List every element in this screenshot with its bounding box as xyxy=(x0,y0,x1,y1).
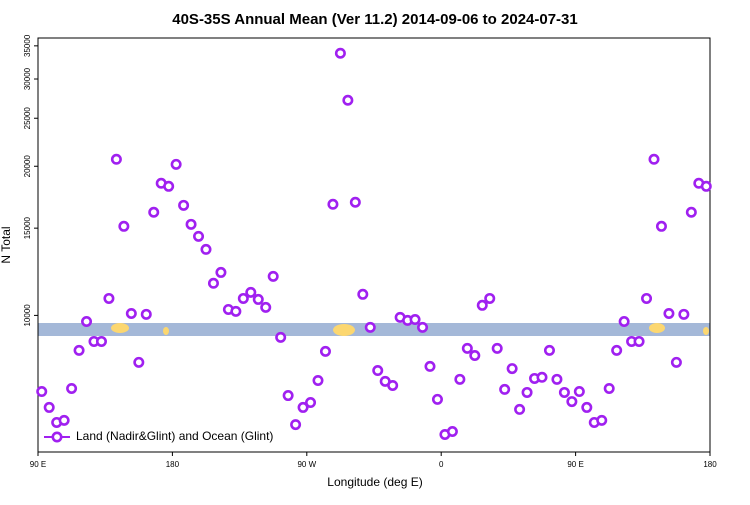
data-point xyxy=(319,345,331,357)
y-tick-label: 15000 xyxy=(23,216,32,239)
data-point xyxy=(207,277,219,289)
data-point xyxy=(66,382,78,394)
data-point xyxy=(170,158,182,170)
data-point xyxy=(43,401,55,413)
data-point xyxy=(670,356,682,368)
data-point xyxy=(357,288,369,300)
data-point xyxy=(312,374,324,386)
data-point xyxy=(327,198,339,210)
data-point xyxy=(282,390,294,402)
data-point xyxy=(372,365,384,377)
data-point xyxy=(499,383,511,395)
data-point xyxy=(663,307,675,319)
data-point xyxy=(431,393,443,405)
data-point xyxy=(581,401,593,413)
data-point xyxy=(133,356,145,368)
y-tick-label: 35000 xyxy=(23,34,32,57)
data-point xyxy=(603,382,615,394)
plot-frame xyxy=(37,37,711,453)
data-point xyxy=(364,321,376,333)
data-point xyxy=(536,371,548,383)
x-axis-label: Longitude (deg E) xyxy=(327,475,422,489)
data-point xyxy=(163,180,175,192)
data-point xyxy=(685,206,697,218)
data-point xyxy=(148,206,160,218)
y-tick-label: 30000 xyxy=(23,67,32,90)
data-point xyxy=(611,344,623,356)
y-tick-label: 10000 xyxy=(23,304,32,327)
data-point xyxy=(506,363,518,375)
data-point xyxy=(349,196,361,208)
x-tick-label: 90 W xyxy=(297,460,316,469)
data-point xyxy=(409,314,421,326)
data-point xyxy=(491,342,503,354)
data-point xyxy=(297,401,309,413)
data-point xyxy=(125,307,137,319)
data-point xyxy=(618,316,630,328)
data-point xyxy=(469,349,481,361)
data-point xyxy=(514,403,526,415)
data-point xyxy=(267,270,279,282)
data-point xyxy=(476,299,488,311)
data-point xyxy=(342,94,354,106)
data-point xyxy=(185,218,197,230)
data-point xyxy=(446,425,458,437)
legend-label: Land (Nadir&Glint) and Ocean (Glint) xyxy=(76,429,273,443)
data-point xyxy=(678,308,690,320)
y-tick-label: 20000 xyxy=(23,155,32,178)
data-point xyxy=(551,373,563,385)
data-point xyxy=(633,335,645,347)
x-tick-label: 90 E xyxy=(30,460,46,469)
data-point xyxy=(140,308,152,320)
data-point xyxy=(200,243,212,255)
data-point xyxy=(521,386,533,398)
data-point xyxy=(543,344,555,356)
data-point xyxy=(305,397,317,409)
data-point xyxy=(245,286,257,298)
legend-marker xyxy=(51,431,63,443)
data-point xyxy=(95,335,107,347)
data-point xyxy=(215,266,227,278)
data-point xyxy=(558,386,570,398)
data-point xyxy=(81,316,93,328)
chart-title: 40S-35S Annual Mean (Ver 11.2) 2014-09-0… xyxy=(172,11,578,28)
data-point xyxy=(237,292,249,304)
data-point xyxy=(461,342,473,354)
data-point xyxy=(275,331,287,343)
y-tick-label: 25000 xyxy=(23,107,32,130)
data-point xyxy=(36,386,48,398)
data-point xyxy=(387,379,399,391)
x-tick-label: 0 xyxy=(439,460,444,469)
data-point xyxy=(566,396,578,408)
data-point xyxy=(110,153,122,165)
data-point xyxy=(655,220,667,232)
data-point xyxy=(596,414,608,426)
data-point xyxy=(118,220,130,232)
data-point xyxy=(454,373,466,385)
data-point xyxy=(648,153,660,165)
x-tick-label: 90 E xyxy=(567,460,583,469)
data-point xyxy=(417,321,429,333)
data-point xyxy=(252,293,264,305)
data-point xyxy=(193,230,205,242)
data-point xyxy=(641,292,653,304)
data-point xyxy=(334,47,346,59)
data-point xyxy=(424,360,436,372)
data-point xyxy=(290,419,302,431)
data-point xyxy=(230,305,242,317)
data-point xyxy=(700,180,712,192)
y-axis-label: N Total xyxy=(0,226,13,263)
x-tick-label: 180 xyxy=(703,460,717,469)
data-point xyxy=(484,292,496,304)
data-point xyxy=(103,292,115,304)
data-point xyxy=(260,301,272,313)
data-point xyxy=(58,414,70,426)
data-point xyxy=(573,386,585,398)
data-point xyxy=(178,199,190,211)
x-tick-label: 180 xyxy=(166,460,180,469)
data-point xyxy=(73,344,85,356)
